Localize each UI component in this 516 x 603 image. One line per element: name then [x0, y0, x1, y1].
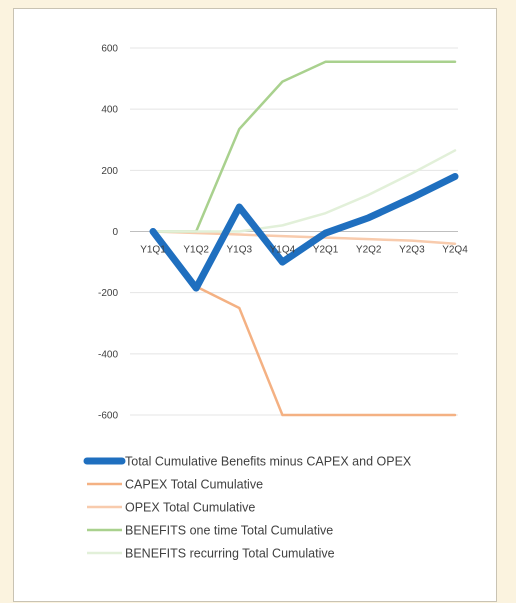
y-tick-label: 0: [112, 227, 118, 238]
x-axis-ticks: Y1Q1 Y1Q2 Y1Q3 Y1Q4 Y2Q1 Y2Q2 Y2Q3 Y2Q4: [140, 245, 468, 256]
legend-label: BENEFITS one time Total Cumulative: [125, 524, 333, 538]
series-line-2: [151, 230, 457, 245]
legend-label: OPEX Total Cumulative: [125, 501, 255, 515]
legend-item: Total Cumulative Benefits minus CAPEX an…: [83, 455, 412, 469]
x-tick-label: Y2Q3: [399, 245, 425, 256]
y-tick-label: -400: [98, 349, 118, 360]
x-tick-label: Y2Q1: [313, 245, 339, 256]
series-line-3: [151, 60, 457, 233]
y-tick-label: -200: [98, 288, 118, 299]
series-line-1: [151, 230, 457, 417]
y-axis-ticks: 600 400 200 0 -200 -400 -600: [98, 44, 118, 422]
series-line-4: [151, 149, 457, 233]
series-lines: [149, 60, 459, 417]
legend-label: Total Cumulative Benefits minus CAPEX an…: [125, 455, 412, 469]
y-tick-label: 200: [101, 166, 118, 177]
x-tick-label: Y1Q1: [140, 245, 166, 256]
legend-item: BENEFITS recurring Total Cumulative: [87, 547, 335, 561]
legend-item: OPEX Total Cumulative: [87, 501, 255, 515]
x-tick-label: Y1Q3: [226, 245, 252, 256]
legend-label: CAPEX Total Cumulative: [125, 478, 263, 492]
legend-label: BENEFITS recurring Total Cumulative: [125, 547, 335, 561]
x-tick-label: Y1Q2: [183, 245, 209, 256]
x-tick-label: Y1Q4: [270, 245, 296, 256]
x-tick-label: Y2Q4: [442, 245, 468, 256]
chart-panel: [13, 8, 497, 602]
y-tick-label: 400: [101, 105, 118, 116]
legend: Total Cumulative Benefits minus CAPEX an…: [83, 455, 412, 561]
x-tick-label: Y2Q2: [356, 245, 382, 256]
y-tick-label: 600: [101, 44, 118, 55]
legend-item: BENEFITS one time Total Cumulative: [87, 524, 333, 538]
y-tick-label: -600: [98, 411, 118, 422]
series-line-0: [149, 172, 459, 292]
legend-item: CAPEX Total Cumulative: [87, 478, 263, 492]
